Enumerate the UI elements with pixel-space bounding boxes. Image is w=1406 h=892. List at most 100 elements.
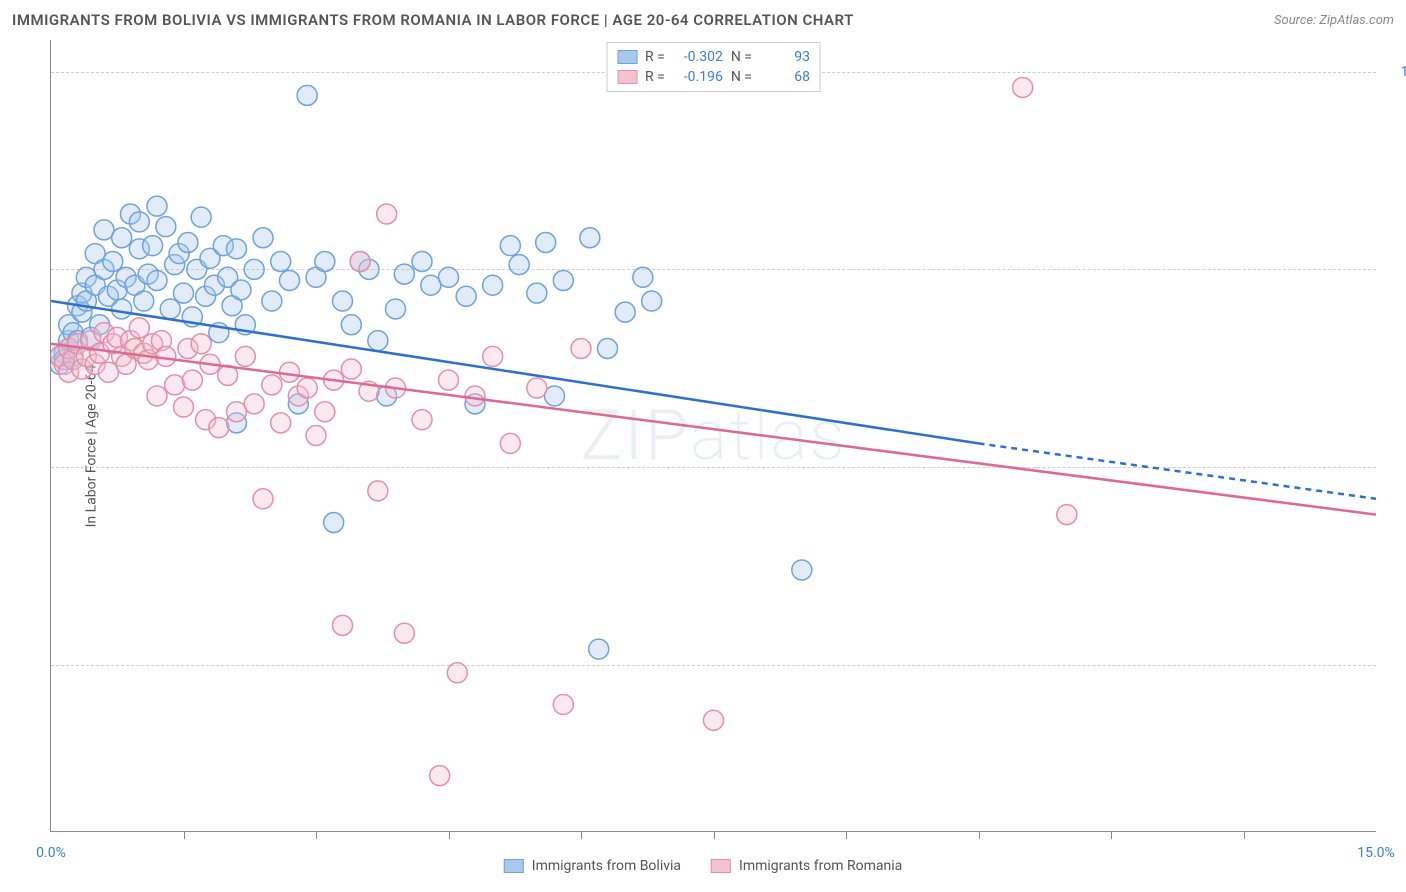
xtick xyxy=(1244,831,1245,839)
data-point xyxy=(244,259,264,279)
data-point xyxy=(386,299,406,319)
xtick xyxy=(581,831,582,839)
data-point xyxy=(615,302,635,322)
data-point xyxy=(642,291,662,311)
data-point xyxy=(191,207,211,227)
data-point xyxy=(174,397,194,417)
data-point xyxy=(500,236,520,256)
data-point xyxy=(500,433,520,453)
chart-svg xyxy=(51,40,1376,831)
data-point xyxy=(227,239,247,259)
chart-header: IMMIGRANTS FROM BOLIVIA VS IMMIGRANTS FR… xyxy=(0,0,1406,40)
data-point xyxy=(129,318,149,338)
plot-area: ZIPatlas R = -0.302 N = 93 R = -0.196 N … xyxy=(50,40,1376,832)
data-point xyxy=(253,228,273,248)
data-point xyxy=(394,264,414,284)
data-point xyxy=(297,378,317,398)
legend-n-romania: 68 xyxy=(760,69,810,85)
ytick-label: 75.0% xyxy=(1386,459,1406,475)
data-point xyxy=(447,663,467,683)
legend-r-label2: R = xyxy=(645,69,665,85)
data-point xyxy=(509,255,529,275)
chart-title: IMMIGRANTS FROM BOLIVIA VS IMMIGRANTS FR… xyxy=(12,11,854,29)
data-point xyxy=(297,85,317,105)
data-point xyxy=(103,251,123,271)
legend-row-romania: R = -0.196 N = 68 xyxy=(617,67,810,87)
data-point xyxy=(377,204,397,224)
chart-source: Source: ZipAtlas.com xyxy=(1274,13,1394,28)
data-point xyxy=(315,251,335,271)
data-point xyxy=(350,251,370,271)
data-point xyxy=(182,370,202,390)
xtick xyxy=(846,831,847,839)
data-point xyxy=(598,338,618,358)
xtick xyxy=(1111,831,1112,839)
legend-row-bolivia: R = -0.302 N = 93 xyxy=(617,47,810,67)
xtick xyxy=(979,831,980,839)
data-point xyxy=(280,270,300,290)
legend-r-bolivia: -0.302 xyxy=(673,49,723,65)
data-point xyxy=(147,270,167,290)
data-point xyxy=(174,283,194,303)
legend-swatch-romania xyxy=(617,70,637,84)
legend-label-bolivia: Immigrants from Bolivia xyxy=(532,858,681,874)
xtick xyxy=(316,831,317,839)
legend-label-romania: Immigrants from Romania xyxy=(739,858,902,874)
data-point xyxy=(527,283,547,303)
data-point xyxy=(191,334,211,354)
data-point xyxy=(306,426,326,446)
legend-swatch-bolivia xyxy=(617,50,637,64)
data-point xyxy=(333,615,353,635)
data-point xyxy=(536,232,556,252)
data-point xyxy=(368,481,388,501)
legend-item-bolivia: Immigrants from Bolivia xyxy=(504,858,681,874)
data-point xyxy=(253,489,273,509)
xtick xyxy=(714,831,715,839)
ytick-label: 100.0% xyxy=(1386,64,1406,80)
ytick-label: 62.5% xyxy=(1386,657,1406,673)
data-point xyxy=(333,291,353,311)
data-point xyxy=(235,346,255,366)
data-point xyxy=(412,251,432,271)
trend-line xyxy=(51,344,1376,515)
data-point xyxy=(589,639,609,659)
legend-correlation: R = -0.302 N = 93 R = -0.196 N = 68 xyxy=(606,42,821,92)
data-point xyxy=(580,228,600,248)
legend-swatch-romania-2 xyxy=(711,859,731,873)
data-point xyxy=(483,275,503,295)
data-point xyxy=(280,362,300,382)
data-point xyxy=(112,299,132,319)
data-point xyxy=(633,267,653,287)
data-point xyxy=(262,291,282,311)
data-point xyxy=(165,375,185,395)
data-point xyxy=(368,331,388,351)
data-point xyxy=(430,766,450,786)
data-point xyxy=(792,560,812,580)
data-point xyxy=(465,386,485,406)
legend-n-label2: N = xyxy=(731,69,752,85)
data-point xyxy=(244,394,264,414)
xtick-label: 0.0% xyxy=(36,845,66,861)
data-point xyxy=(456,286,476,306)
data-point xyxy=(1057,505,1077,525)
ytick-label: 87.5% xyxy=(1386,261,1406,277)
data-point xyxy=(553,270,573,290)
data-point xyxy=(315,402,335,422)
data-point xyxy=(134,291,154,311)
data-point xyxy=(178,232,198,252)
xtick-label: 15.0% xyxy=(1357,845,1395,861)
xtick xyxy=(449,831,450,839)
legend-swatch-bolivia-2 xyxy=(504,859,524,873)
data-point xyxy=(553,694,573,714)
data-point xyxy=(341,315,361,335)
data-point xyxy=(147,386,167,406)
legend-r-label: R = xyxy=(645,49,665,65)
data-point xyxy=(262,375,282,395)
data-point xyxy=(704,710,724,730)
data-point xyxy=(271,251,291,271)
data-point xyxy=(271,413,291,433)
data-point xyxy=(571,338,591,358)
legend-item-romania: Immigrants from Romania xyxy=(711,858,902,874)
data-point xyxy=(341,359,361,379)
data-point xyxy=(439,370,459,390)
